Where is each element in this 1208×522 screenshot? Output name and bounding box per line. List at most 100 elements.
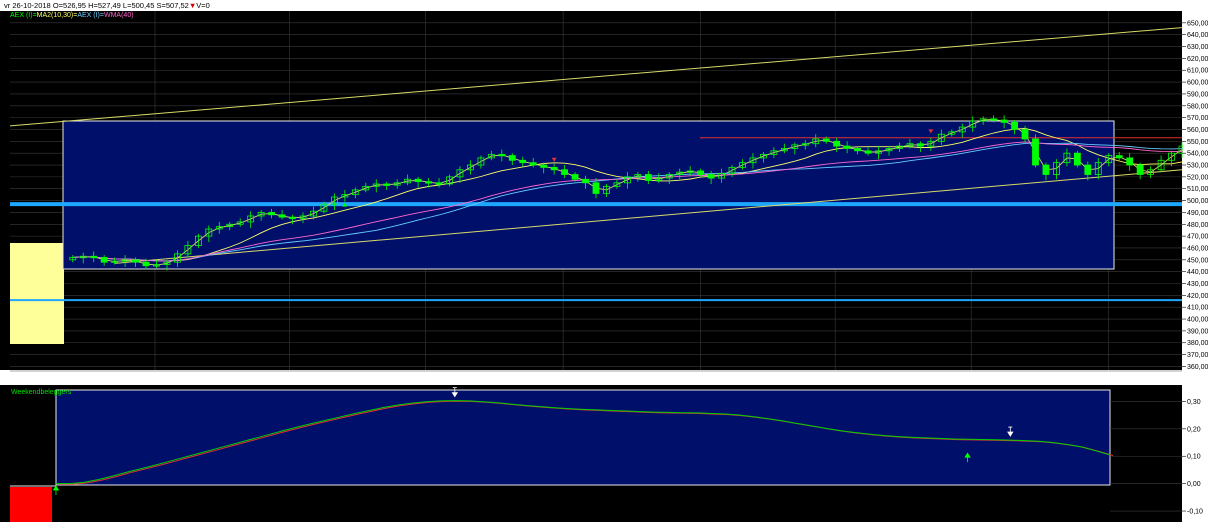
header-low: L=500,45 bbox=[122, 1, 155, 10]
candle-body bbox=[948, 131, 956, 135]
candle-body bbox=[111, 260, 119, 263]
header-high: H=527,49 bbox=[88, 1, 121, 10]
candle-body bbox=[132, 259, 139, 263]
candle-body bbox=[1126, 157, 1134, 166]
candle-body bbox=[79, 255, 87, 259]
candle-body bbox=[739, 162, 746, 168]
y-tick-label: 630,00 bbox=[1187, 44, 1208, 51]
candle-body bbox=[414, 178, 422, 183]
y-tick-label: 400,00 bbox=[1187, 317, 1208, 324]
candle-body bbox=[477, 157, 485, 166]
legend-ma2: MA2(10,30) bbox=[36, 12, 74, 19]
candle-body bbox=[289, 216, 296, 220]
x-tick-label: Jul bbox=[966, 375, 976, 381]
candle-body bbox=[1032, 138, 1039, 166]
candle-body bbox=[278, 214, 286, 218]
candle-body bbox=[854, 148, 862, 152]
indicator-label: Weekendbeleggers bbox=[11, 389, 72, 396]
candle-body bbox=[215, 226, 223, 230]
candle-body bbox=[623, 176, 631, 184]
candle-body bbox=[508, 155, 516, 161]
header-volume: V=0 bbox=[196, 1, 210, 10]
y-tick-label: 470,00 bbox=[1187, 234, 1208, 241]
candle-body bbox=[718, 172, 725, 179]
candle-body bbox=[571, 174, 579, 180]
buy-signal-icon bbox=[964, 452, 971, 463]
candle-body bbox=[550, 166, 558, 171]
x-tick-label: Okt bbox=[1103, 375, 1116, 381]
candle-body bbox=[969, 120, 977, 128]
candle-body bbox=[330, 196, 338, 205]
y-tick-label: 360,00 bbox=[1187, 364, 1208, 371]
price-axis: 650,00 640,00 630,00 620,00 610,00 600,00 590,… bbox=[1182, 20, 1208, 371]
trendlines bbox=[9, 27, 1183, 264]
series-legend: AEX (I)=MA2(10,30)=AEX (I)=WMA(40) bbox=[10, 12, 134, 19]
candle-body bbox=[467, 164, 474, 171]
candle-body bbox=[100, 257, 108, 263]
candles bbox=[69, 115, 1207, 271]
y-tick-label: 570,00 bbox=[1187, 115, 1208, 122]
y-tick-label: 640,00 bbox=[1187, 32, 1208, 39]
candle-body bbox=[592, 182, 600, 194]
indicator-chart[interactable]: 0,30 0,20 0,10 0,00 -0,10 bbox=[0, 385, 1208, 522]
candle-body bbox=[393, 182, 401, 186]
price-chart[interactable]: 650,00 640,00 630,00 620,00 610,00 600,00 590,… bbox=[0, 11, 1208, 381]
candle-body bbox=[226, 223, 234, 228]
candle-body bbox=[121, 259, 129, 262]
candle-body bbox=[1011, 121, 1018, 130]
candle-body bbox=[979, 118, 987, 122]
y-tick-label: 450,00 bbox=[1187, 257, 1208, 264]
ma-10-line bbox=[72, 128, 1208, 262]
candle-body bbox=[760, 153, 767, 159]
candle-body bbox=[372, 183, 380, 187]
signal-markers bbox=[342, 129, 934, 207]
x-tick-label: 2017 bbox=[147, 375, 164, 381]
candle-body bbox=[247, 215, 255, 223]
y-tick-label: 380,00 bbox=[1187, 340, 1208, 347]
buy-arrow-icon bbox=[342, 202, 348, 207]
header-open: O=526,95 bbox=[52, 1, 86, 10]
candle-body bbox=[749, 157, 757, 164]
candle-body bbox=[69, 257, 77, 261]
indicator-lines bbox=[10, 400, 1114, 487]
candle-body bbox=[446, 176, 453, 185]
y-tick-label: 460,00 bbox=[1187, 245, 1208, 252]
down-arrow-icon: ▼ bbox=[188, 1, 197, 10]
buy-signal-icon bbox=[52, 485, 60, 495]
time-axis: 2017 Apr Jul Okt 2018 Apr Jul Okt bbox=[10, 370, 1182, 381]
legend-aex-2: AEX (I) bbox=[77, 12, 100, 19]
y-tick-label: 610,00 bbox=[1187, 68, 1208, 75]
candle-body bbox=[906, 143, 914, 147]
header-close: S=507,52 bbox=[156, 1, 189, 10]
candle-body bbox=[927, 140, 935, 147]
y-tick-label: 440,00 bbox=[1187, 269, 1208, 276]
consolidation-panel bbox=[62, 120, 1115, 270]
trendline bbox=[9, 27, 1183, 127]
candle-body bbox=[351, 189, 359, 196]
candle-body bbox=[174, 253, 181, 263]
candle-body bbox=[896, 145, 903, 149]
y-tick-label: 430,00 bbox=[1187, 281, 1208, 288]
y-tick-label: 520,00 bbox=[1187, 174, 1208, 181]
y-tick-label: 530,00 bbox=[1187, 163, 1208, 170]
candle-body bbox=[268, 212, 276, 216]
candle-body bbox=[153, 264, 160, 267]
sell-signal-icon bbox=[1007, 426, 1014, 437]
candle-body bbox=[822, 138, 830, 142]
sell-arrow-icon bbox=[928, 129, 934, 134]
y-tick-label: 620,00 bbox=[1187, 56, 1208, 63]
candle-body bbox=[916, 143, 924, 147]
candle-body bbox=[1115, 155, 1123, 159]
y-tick-label: 390,00 bbox=[1187, 328, 1208, 335]
candle-body bbox=[320, 203, 328, 212]
candle-body bbox=[644, 174, 652, 181]
y-tick-label: 650,00 bbox=[1187, 20, 1208, 27]
indicator-y-tick-label: 0,30 bbox=[1187, 399, 1201, 406]
highlight-box bbox=[10, 243, 64, 344]
candle-body bbox=[1053, 162, 1060, 175]
candle-body bbox=[676, 171, 684, 175]
y-tick-label: 590,00 bbox=[1187, 91, 1208, 98]
y-tick-label: 480,00 bbox=[1187, 222, 1208, 229]
candle-body bbox=[194, 235, 202, 246]
candle-body bbox=[425, 181, 432, 184]
